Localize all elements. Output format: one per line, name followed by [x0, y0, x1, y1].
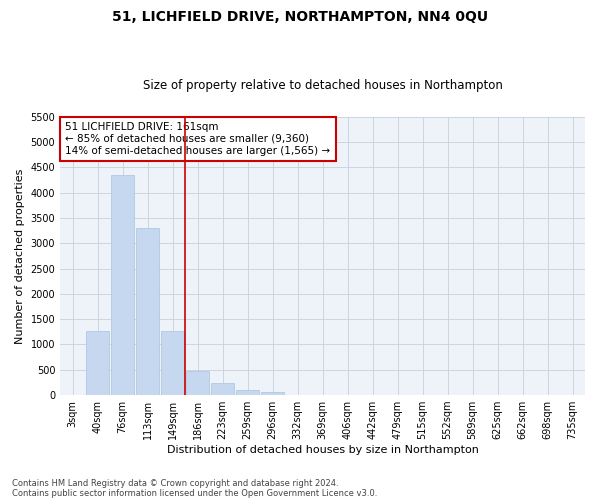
Bar [211, 384, 234, 395]
X-axis label: Distribution of detached houses by size in Northampton: Distribution of detached houses by size … [167, 445, 479, 455]
Bar [136, 228, 159, 395]
Bar [112, 175, 134, 395]
Text: Contains HM Land Registry data © Crown copyright and database right 2024.: Contains HM Land Registry data © Crown c… [12, 478, 338, 488]
Y-axis label: Number of detached properties: Number of detached properties [15, 168, 25, 344]
Bar [161, 331, 184, 395]
Title: Size of property relative to detached houses in Northampton: Size of property relative to detached ho… [143, 79, 503, 92]
Bar [86, 331, 109, 395]
Text: 51 LICHFIELD DRIVE: 161sqm
← 85% of detached houses are smaller (9,360)
14% of s: 51 LICHFIELD DRIVE: 161sqm ← 85% of deta… [65, 122, 331, 156]
Bar [187, 371, 209, 395]
Text: 51, LICHFIELD DRIVE, NORTHAMPTON, NN4 0QU: 51, LICHFIELD DRIVE, NORTHAMPTON, NN4 0Q… [112, 10, 488, 24]
Bar [236, 390, 259, 395]
Text: Contains public sector information licensed under the Open Government Licence v3: Contains public sector information licen… [12, 488, 377, 498]
Bar [262, 392, 284, 395]
